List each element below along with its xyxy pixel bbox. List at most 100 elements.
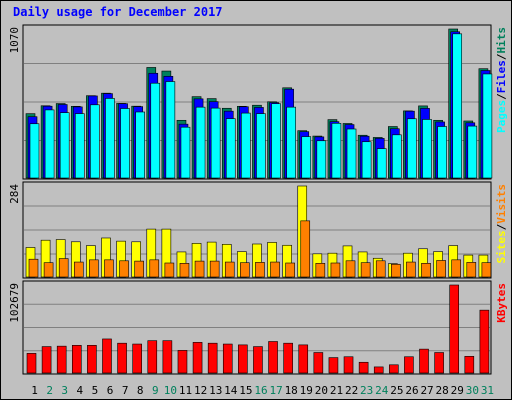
bar-pages [90, 104, 100, 179]
bar-pages [256, 113, 266, 179]
bar-pages [392, 134, 402, 179]
bar-kbytes [313, 352, 324, 374]
bar-pages [120, 108, 130, 179]
bar-kbytes [373, 366, 384, 374]
bar-visits [345, 260, 356, 278]
bar-visits [255, 262, 265, 278]
bar-kbytes [147, 340, 158, 374]
bar-pages [452, 33, 463, 179]
bar-kbytes [358, 361, 369, 374]
bar-visits [481, 262, 492, 278]
x-tick-label: 15 [239, 384, 252, 397]
y-max-label: 102679 [8, 283, 21, 323]
bar-visits [119, 260, 129, 278]
bar-kbytes [238, 344, 248, 374]
bar-pages [105, 98, 115, 179]
x-tick-label: 25 [390, 384, 403, 397]
bar-visits [240, 262, 250, 278]
bar-visits [360, 262, 371, 278]
legend-entry: Pages [495, 100, 508, 133]
bar-pages [482, 73, 493, 179]
bar-pages [316, 140, 327, 179]
x-tick-label: 27 [420, 384, 433, 397]
bar-visits [28, 258, 39, 278]
bar-pages [195, 106, 206, 179]
bar-pages [150, 82, 161, 179]
bar-kbytes [464, 356, 475, 374]
bar-pages [210, 107, 221, 179]
bar-visits [270, 261, 280, 278]
bar-pages [59, 112, 70, 179]
bar-visits [104, 259, 114, 278]
bar-kbytes [56, 345, 67, 374]
bar-visits [73, 261, 84, 278]
legend-entry: KBytes [495, 283, 508, 323]
bar-kbytes [207, 342, 218, 374]
x-tick-label: 19 [300, 384, 313, 397]
bar-kbytes [283, 342, 293, 374]
x-tick-label: 30 [466, 384, 479, 397]
bar-pages [437, 126, 447, 179]
bar-kbytes [71, 345, 82, 374]
bar-pages [135, 111, 145, 179]
bar-pages [301, 136, 312, 179]
bar-visits [406, 261, 416, 278]
bar-pages [361, 141, 372, 179]
x-tick-label: 11 [179, 384, 192, 397]
x-tick-label: 3 [61, 384, 68, 397]
bar-kbytes [298, 344, 309, 374]
bar-visits [134, 260, 144, 278]
x-tick-label: 8 [137, 384, 144, 397]
bar-kbytes [434, 352, 444, 374]
x-tick-label: 29 [451, 384, 464, 397]
bar-visits [436, 260, 446, 278]
x-tick-label: 21 [330, 384, 343, 397]
legend-entry: Hits [495, 27, 508, 54]
bar-kbytes [404, 356, 414, 374]
x-tick-label: 13 [209, 384, 222, 397]
bar-pages [422, 119, 432, 179]
bar-pages [44, 109, 55, 179]
bar-kbytes [328, 357, 339, 374]
bar-kbytes [449, 284, 460, 374]
bar-visits [89, 259, 99, 278]
bar-visits [194, 260, 205, 278]
bar-pages [74, 113, 85, 179]
chart-title: Daily usage for December 2017 [13, 5, 223, 19]
x-tick-label: 18 [285, 384, 298, 397]
bar-pages [165, 81, 176, 179]
bar-pages [225, 118, 236, 179]
bar-visits [179, 263, 190, 278]
x-tick-label: 24 [375, 384, 389, 397]
bar-visits [391, 263, 401, 278]
x-tick-label: 23 [360, 384, 373, 397]
legend-kbytes: KBytes [495, 283, 508, 323]
legend-entry: / [495, 223, 508, 230]
bar-visits [209, 260, 220, 278]
x-tick-label: 22 [345, 384, 358, 397]
x-tick-label: 7 [122, 384, 129, 397]
bar-kbytes [41, 346, 52, 374]
x-tick-label: 2 [46, 384, 53, 397]
x-tick-label: 17 [269, 384, 282, 397]
x-tick-label: 10 [164, 384, 177, 397]
bar-visits [466, 262, 477, 278]
bar-visits [285, 262, 295, 278]
x-tick-label: 12 [194, 384, 207, 397]
x-tick-label: 6 [107, 384, 114, 397]
bar-kbytes [479, 309, 490, 374]
legend-entry: Sites [495, 230, 508, 263]
bar-pages [407, 118, 417, 179]
x-tick-label: 5 [92, 384, 99, 397]
bar-pages [271, 103, 281, 179]
x-tick-label: 31 [481, 384, 494, 397]
bar-kbytes [268, 341, 278, 374]
x-tick-label: 28 [436, 384, 449, 397]
y-max-label: 284 [8, 184, 21, 204]
legend-entry: / [495, 93, 508, 100]
legend-entry: Visits [495, 184, 508, 224]
bar-visits [58, 258, 69, 278]
bar-kbytes [192, 342, 203, 374]
bar-pages [467, 125, 478, 179]
